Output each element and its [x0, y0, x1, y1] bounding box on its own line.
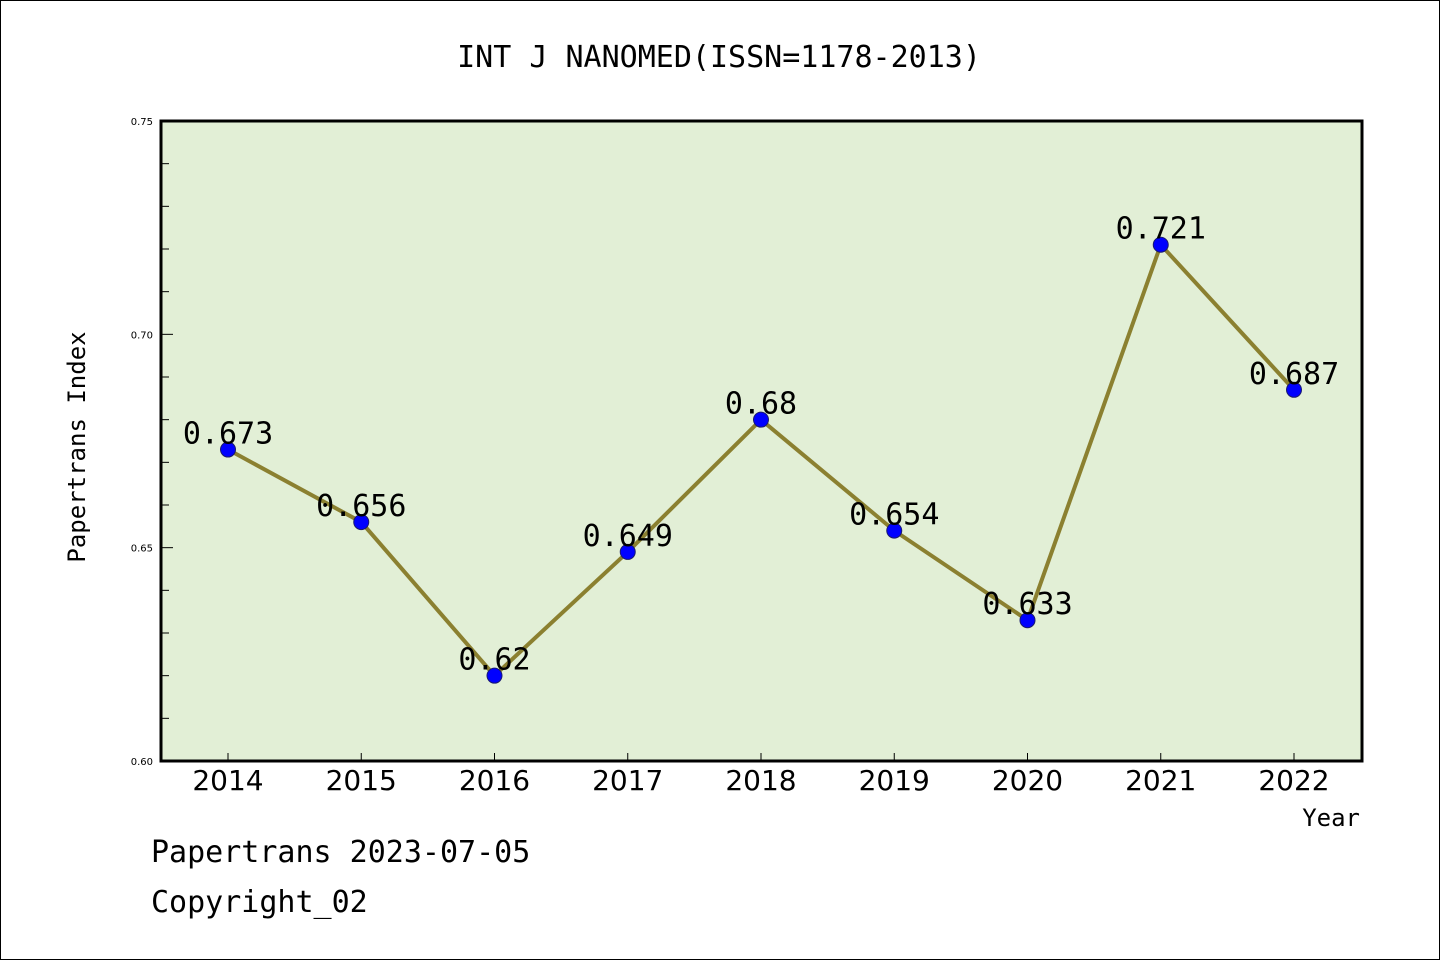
y-tick-label: 0.75 [131, 117, 153, 128]
x-tick-label: 2014 [192, 764, 263, 797]
x-tick-label: 2022 [1258, 764, 1329, 797]
x-tick-label: 2017 [592, 764, 663, 797]
footer-copyright: Copyright_02 [151, 885, 368, 920]
data-label: 0.721 [1116, 212, 1206, 247]
y-tick-label: 0.65 [131, 544, 153, 555]
data-label: 0.654 [849, 498, 939, 533]
data-point [1152, 236, 1169, 253]
data-point [886, 522, 903, 539]
x-tick-label: 2020 [992, 764, 1063, 797]
x-tick-label: 2016 [459, 764, 530, 797]
x-axis: 2014 2015 2016 2017 2018 2019 2020 2021 2022 [192, 753, 1330, 797]
data-point [353, 514, 370, 531]
data-label: 0.633 [982, 587, 1072, 622]
chart-title: INT J NANOMED(ISSN=1178-2013) [457, 40, 981, 75]
data-label: 0.656 [316, 489, 406, 524]
marker-group [220, 236, 1302, 684]
y-axis: 0.60 0.65 0.70 0.75 [131, 117, 173, 768]
x-tick-label: 2021 [1125, 764, 1196, 797]
x-tick-label: 2019 [859, 764, 930, 797]
data-point [1019, 612, 1036, 629]
data-point [1286, 381, 1302, 398]
y-tick-label: 0.60 [131, 757, 153, 768]
data-point [619, 543, 636, 560]
y-tick-label: 0.70 [131, 330, 153, 341]
x-tick-label: 2018 [725, 764, 796, 797]
x-tick-label: 2015 [326, 764, 397, 797]
data-label: 0.68 [725, 387, 797, 422]
y-axis-title: Papertrans Index [63, 331, 91, 562]
data-point [220, 441, 236, 458]
data-point [486, 667, 503, 684]
x-axis-title: Year [1302, 804, 1360, 832]
data-point [753, 411, 769, 428]
data-label: 0.62 [458, 643, 530, 678]
data-label: 0.673 [183, 417, 273, 452]
data-label: 0.649 [583, 519, 673, 554]
data-label-group: 0.673 0.656 0.62 0.649 0.68 0.654 0.633 0.721 0.… [183, 212, 1339, 678]
footer-date: Papertrans 2023-07-05 [151, 835, 531, 870]
data-label: 0.687 [1249, 357, 1339, 392]
plot-area [159, 119, 1364, 763]
